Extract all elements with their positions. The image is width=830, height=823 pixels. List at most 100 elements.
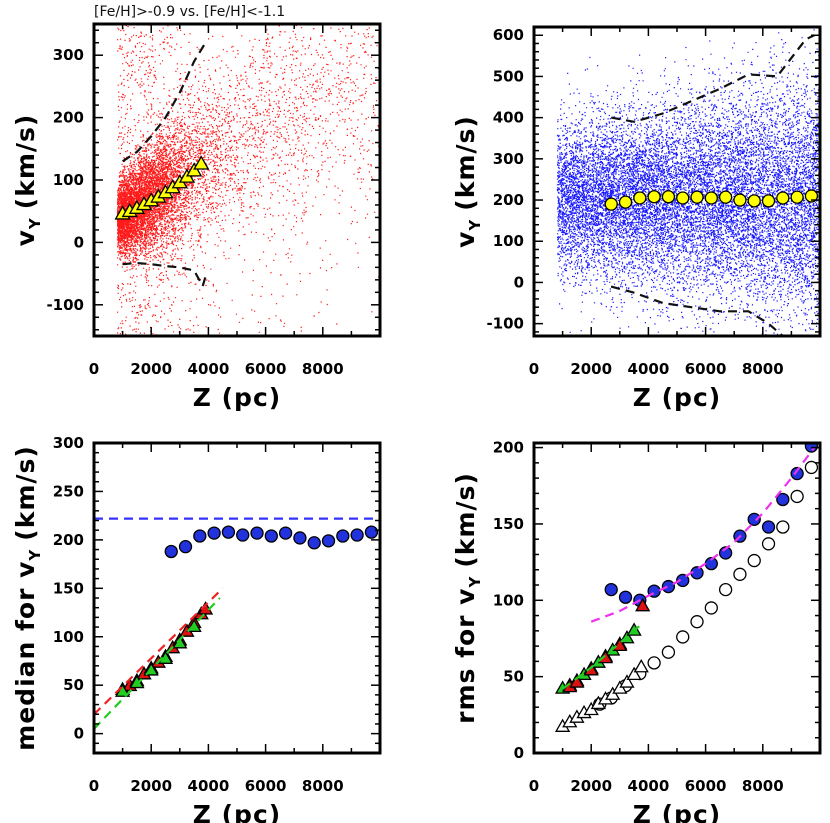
data-point (690, 190, 704, 204)
scatter-cloud (116, 24, 380, 336)
dashed-line (94, 597, 221, 730)
series-1 (121, 42, 207, 163)
y-tick-label: 100 (493, 591, 524, 609)
x-tick-label: 4000 (628, 360, 670, 378)
data-point (647, 656, 661, 670)
chart-bottom-left: 0 2000 4000 6000 8000 0 50 100 150 200 250 300 Z (pc… (11, 434, 382, 823)
y-tick-label: 100 (53, 171, 84, 189)
y-tick-label: 500 (493, 67, 524, 85)
chart-top-left: 0 2000 4000 6000 8000 -100 0 100 200 300 Z (pc) vY (… (11, 22, 382, 412)
x-tick-label: 0 (529, 777, 539, 795)
series-5 (590, 446, 816, 623)
data-point (747, 512, 761, 527)
y-tick-label: -100 (486, 315, 524, 333)
dashed-line (610, 285, 784, 336)
x-tick-label: 6000 (685, 777, 727, 795)
data-point (804, 460, 819, 475)
y-axis-title-sub: Y (26, 217, 44, 230)
data-point (676, 573, 690, 588)
plot-frame (92, 441, 382, 755)
x-tick-label: 2000 (570, 777, 612, 795)
dashed-line (611, 34, 815, 123)
x-axis-title: Z (pc) (193, 383, 281, 412)
y-tick-label: 100 (493, 232, 524, 250)
data-point (293, 531, 307, 545)
dashed-line (561, 622, 644, 690)
y-axis-title-sub: Y (466, 219, 484, 232)
y-tick-label: 0 (514, 273, 524, 291)
data-point (747, 194, 761, 208)
data-point (193, 529, 207, 543)
dashed-line (590, 446, 816, 623)
data-point (733, 193, 747, 207)
data-point (704, 191, 718, 205)
data-point (747, 553, 761, 568)
x-tick-label: 0 (89, 360, 99, 378)
data-point (364, 525, 379, 539)
y-tick-label: 0 (74, 725, 84, 743)
y-axis-title-sub: Y (466, 576, 484, 589)
plot-frame (532, 441, 822, 755)
data-point (661, 645, 676, 659)
y-tick-label: 0 (514, 744, 524, 762)
data-point (185, 162, 203, 177)
y-axis-title: vY (km/s) (451, 115, 484, 248)
x-tick-label: 4000 (628, 777, 670, 795)
y-tick-label: 200 (493, 439, 524, 457)
series-1 (611, 34, 815, 123)
y-tick-label: 50 (63, 676, 84, 694)
y-axis-title-main: median for v (11, 561, 40, 751)
y-axis-title-sub: Y (26, 549, 44, 562)
x-tick-label: 6000 (245, 360, 287, 378)
series-2 (562, 597, 651, 693)
y-tick-label: 0 (74, 233, 84, 251)
x-tick-label: 6000 (245, 777, 287, 795)
y-axis-title-main: v (11, 229, 40, 246)
y-axis-title-units: (km/s) (451, 472, 480, 568)
data-point (618, 590, 633, 604)
series-4 (94, 587, 224, 716)
x-tick-label: 0 (89, 777, 99, 795)
y-tick-label: 400 (493, 109, 524, 127)
data-point (250, 526, 264, 540)
y-tick-label: 300 (53, 434, 84, 452)
y-tick-label: 150 (53, 579, 84, 597)
y-tick-label: 300 (53, 46, 84, 64)
x-tick-label: 2000 (570, 360, 612, 378)
data-point (733, 567, 747, 581)
x-tick-label: 4000 (188, 777, 230, 795)
data-point (221, 525, 236, 539)
data-point (790, 489, 804, 504)
series-6 (561, 622, 644, 690)
data-point (193, 155, 210, 170)
data-point (604, 197, 618, 211)
y-tick-label: 200 (53, 109, 84, 127)
data-point (718, 190, 733, 204)
data-point (569, 674, 585, 688)
data-point (164, 544, 178, 559)
data-point (618, 195, 633, 209)
x-tick-label: 8000 (302, 360, 344, 378)
data-point (172, 635, 188, 649)
data-point (278, 526, 293, 540)
y-tick-label: 150 (493, 515, 524, 533)
data-point (633, 191, 647, 205)
data-point (661, 579, 676, 594)
figure-caption: [Fe/H]>-0.9 vs. [Fe/H]<-1.1 (94, 4, 286, 20)
plot-area (114, 24, 380, 336)
data-point (178, 540, 193, 554)
data-point (804, 189, 819, 203)
x-tick-label: 8000 (742, 777, 784, 795)
data-point (647, 190, 661, 204)
plot-area (554, 443, 819, 732)
data-point (264, 529, 278, 543)
data-point (776, 520, 790, 534)
data-point (321, 534, 336, 548)
red-points (116, 24, 380, 336)
y-tick-label: -100 (46, 296, 84, 314)
blue-points (556, 27, 820, 336)
y-axis-title: rms for vY (km/s) (451, 472, 484, 724)
data-point (761, 194, 776, 208)
x-tick-label: 0 (529, 360, 539, 378)
